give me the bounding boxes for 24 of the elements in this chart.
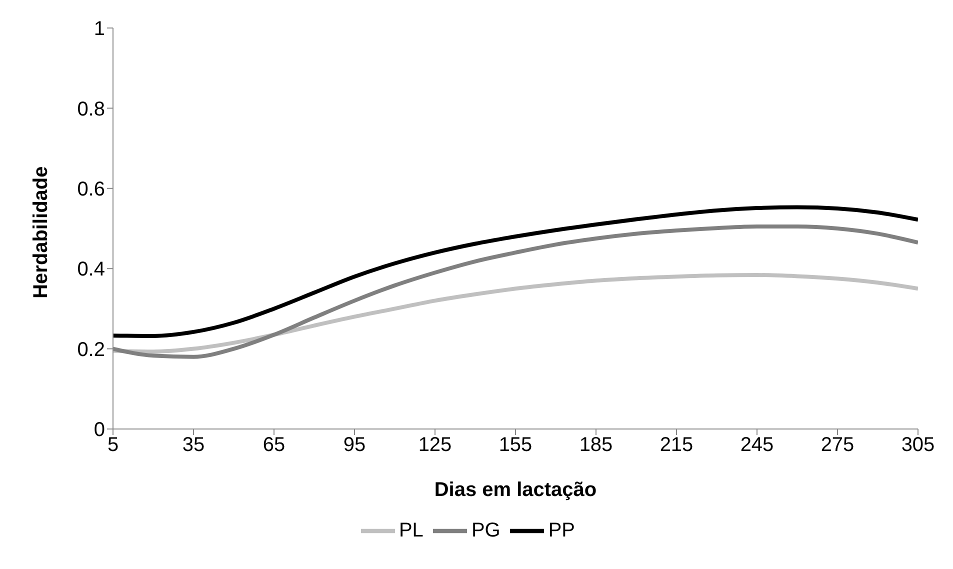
x-tick-label: 95 bbox=[343, 434, 366, 456]
x-tick-label: 215 bbox=[660, 434, 694, 456]
x-tick-label: 125 bbox=[418, 434, 452, 456]
y-axis-title: Herdabilidade bbox=[30, 166, 52, 298]
legend-label: PP bbox=[548, 519, 576, 542]
y-tick-label: 0.2 bbox=[77, 338, 105, 361]
line-series bbox=[113, 205, 918, 338]
x-tick-label: 155 bbox=[498, 434, 532, 456]
y-tick-label: 0.4 bbox=[77, 258, 105, 281]
x-tick-label: 305 bbox=[901, 434, 935, 456]
legend-label: PL bbox=[398, 519, 424, 542]
x-tick-label: 35 bbox=[182, 434, 205, 456]
x-tick-label: 5 bbox=[107, 434, 119, 456]
y-tick-label: 1 bbox=[94, 18, 105, 40]
x-tick-label: 65 bbox=[262, 434, 286, 456]
x-axis-title: Dias em lactação bbox=[434, 479, 597, 501]
y-tick-label: 0 bbox=[94, 419, 105, 442]
line-series bbox=[113, 273, 918, 354]
y-tick-label: 0.6 bbox=[77, 178, 105, 200]
x-tick-label: 245 bbox=[740, 434, 774, 456]
y-tick-label: 0.8 bbox=[77, 98, 105, 120]
x-tick-label: 185 bbox=[579, 434, 613, 456]
x-tick-label: 275 bbox=[820, 434, 854, 456]
legend-label: PG bbox=[471, 519, 500, 542]
